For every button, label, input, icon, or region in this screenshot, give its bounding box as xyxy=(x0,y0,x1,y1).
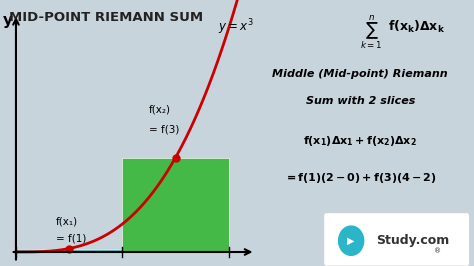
FancyBboxPatch shape xyxy=(16,248,122,252)
Text: $\mathbf{= f(1)(2 - 0) + f(3)(4 - 2)}$: $\mathbf{= f(1)(2 - 0) + f(3)(4 - 2)}$ xyxy=(284,171,437,185)
Text: $y = x^3$: $y = x^3$ xyxy=(218,18,254,37)
FancyBboxPatch shape xyxy=(324,213,469,266)
Text: Study.com: Study.com xyxy=(376,234,449,247)
FancyBboxPatch shape xyxy=(122,157,229,252)
Text: $\mathbf{f(x_k)\Delta x_k}$: $\mathbf{f(x_k)\Delta x_k}$ xyxy=(388,19,445,35)
Text: $\mathbf{f(x_1)\Delta x_1 + f(x_2)\Delta x_2}$: $\mathbf{f(x_1)\Delta x_1 + f(x_2)\Delta… xyxy=(303,134,417,148)
Text: $\sum_{k=1}^{n}$: $\sum_{k=1}^{n}$ xyxy=(360,13,383,51)
Text: ®: ® xyxy=(434,248,441,254)
Text: = f(3): = f(3) xyxy=(149,125,179,135)
Circle shape xyxy=(338,226,364,255)
Text: y: y xyxy=(3,14,13,28)
Text: f(x₂): f(x₂) xyxy=(149,104,171,114)
Text: f(x₁): f(x₁) xyxy=(56,216,78,226)
Text: MID-POINT RIEMANN SUM: MID-POINT RIEMANN SUM xyxy=(9,11,204,24)
Text: Sum with 2 slices: Sum with 2 slices xyxy=(306,96,415,106)
Text: = f(1): = f(1) xyxy=(56,234,86,243)
Text: ▶: ▶ xyxy=(347,236,355,246)
Text: Middle (Mid-point) Riemann: Middle (Mid-point) Riemann xyxy=(273,69,448,80)
